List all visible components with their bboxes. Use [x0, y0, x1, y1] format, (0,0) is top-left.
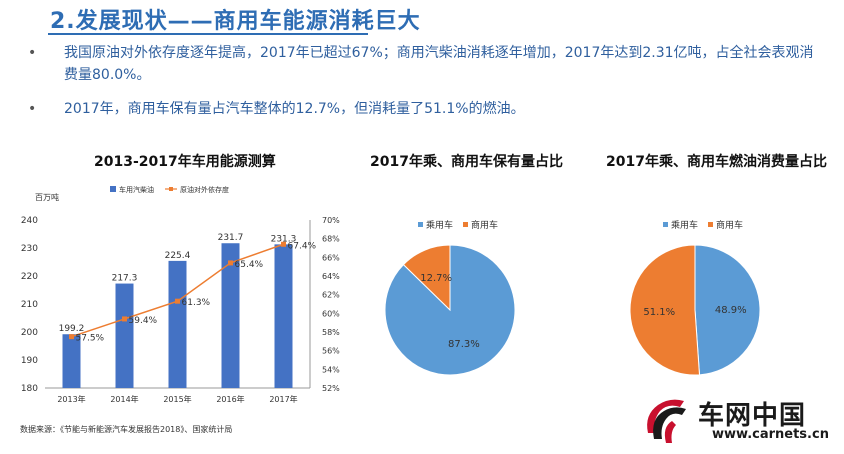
pie-chart-2-title: 2017年乘、商用车燃油消费量占比	[606, 154, 827, 170]
legend-swatch	[463, 222, 468, 227]
legend-label-bar: 车用汽柴油	[119, 185, 154, 194]
bar-value-label: 231.7	[218, 233, 244, 243]
line-value-label: 59.4%	[129, 316, 158, 326]
data-source-note: 数据来源：《节能与新能源汽车发展报告2018》、国家统计局	[20, 425, 233, 434]
bar	[168, 260, 187, 388]
bullet-text-1: 我国原油对外依存度逐年提高，2017年已超过67%；商用汽柴油消耗逐年增加，20…	[64, 45, 814, 83]
page-title: 2.发展现状——商用车能源消耗巨大	[50, 9, 421, 34]
y2-tick-label: 62%	[322, 291, 340, 300]
line-value-label: 57.5%	[76, 334, 105, 344]
legend-label: 乘用车	[671, 219, 698, 231]
line-point	[228, 260, 233, 266]
bullet-item-2: • 2017年，商用车保有量占汽车整体的12.7%，但消耗量了51.1%的燃油。	[28, 98, 828, 120]
line-value-label: 67.4%	[288, 241, 317, 251]
bullet-text-2: 2017年，商用车保有量占汽车整体的12.7%，但消耗量了51.1%的燃油。	[64, 101, 525, 117]
pie-value-label: 48.9%	[715, 305, 747, 316]
y2-tick-label: 58%	[322, 328, 340, 337]
y-axis-unit-label: 百万吨	[35, 192, 59, 202]
pie-slice	[694, 244, 761, 376]
y2-tick-label: 64%	[322, 272, 340, 281]
y2-tick-label: 70%	[322, 216, 340, 225]
legend-swatch	[418, 222, 423, 227]
y-tick-label: 230	[21, 244, 38, 254]
y-tick-label: 180	[21, 384, 38, 394]
legend-swatch-bar	[110, 186, 116, 192]
bar-value-label: 225.4	[165, 251, 191, 261]
pie-chart-fuel: 乘用车 商用车 48.9% 51.1%	[630, 219, 761, 376]
pie-value-label: 12.7%	[420, 273, 452, 284]
y2-tick-label: 60%	[322, 309, 340, 318]
pie-chart-ownership: 乘用车 商用车 87.3% 12.7%	[385, 219, 516, 376]
bar	[62, 334, 81, 388]
x-tick-label: 2016年	[216, 394, 244, 404]
bullet-dot: •	[28, 45, 37, 61]
bar-value-label: 231.3	[271, 234, 297, 244]
line-value-label: 61.3%	[182, 298, 211, 308]
pie-slice	[402, 244, 451, 312]
logo-text-cn: 车网中国	[698, 401, 807, 431]
title-underline	[48, 33, 368, 35]
y-tick-label: 210	[21, 300, 38, 310]
bar	[274, 244, 293, 388]
bar	[221, 243, 240, 388]
line-point	[281, 241, 286, 247]
line-point	[122, 316, 127, 322]
x-tick-label: 2013年	[57, 394, 85, 404]
y-tick-label: 240	[21, 216, 38, 226]
legend-swatch	[708, 222, 713, 227]
line-point	[175, 298, 180, 304]
y2-tick-label: 66%	[322, 253, 340, 262]
carnets-logo-icon	[647, 399, 686, 443]
legend-label-line: 原油对外依存度	[180, 185, 229, 194]
bar-line-chart: 百万吨 车用汽柴油 原油对外依存度 180 190 200 210 220 230 240 52% 5…	[21, 185, 340, 404]
y2-tick-label: 52%	[322, 384, 340, 393]
y2-tick-label: 54%	[322, 365, 340, 374]
bullet-dot: •	[28, 101, 37, 117]
y2-tick-label: 68%	[322, 235, 340, 244]
logo-text-en: www.carnets.cn	[712, 427, 829, 442]
pie-value-label: 87.3%	[448, 339, 480, 350]
legend-label: 乘用车	[426, 219, 453, 231]
x-tick-label: 2014年	[110, 394, 138, 404]
bullet-item-1: • 我国原油对外依存度逐年提高，2017年已超过67%；商用汽柴油消耗逐年增加，…	[28, 42, 828, 88]
line-point	[69, 334, 74, 340]
pie-chart-1-title: 2017年乘、商用车保有量占比	[370, 154, 563, 170]
bar	[115, 283, 134, 388]
y2-tick-label: 56%	[322, 347, 340, 356]
y-tick-label: 200	[21, 328, 38, 338]
x-tick-label: 2015年	[163, 394, 191, 404]
pie-slice	[630, 244, 701, 376]
legend-label: 商用车	[716, 219, 743, 231]
y-tick-label: 190	[21, 356, 38, 366]
legend-label: 商用车	[471, 219, 498, 231]
legend-marker-line	[169, 187, 173, 191]
x-tick-label: 2017年	[269, 394, 297, 404]
y-tick-label: 220	[21, 272, 38, 282]
bar-value-label: 199.2	[59, 324, 85, 334]
bar-chart-title: 2013-2017年车用能源测算	[94, 154, 276, 170]
bar-value-label: 217.3	[112, 274, 138, 284]
legend-swatch	[663, 222, 668, 227]
line-value-label: 65.4%	[235, 260, 264, 270]
pie-value-label: 51.1%	[643, 307, 675, 318]
carnets-logo[interactable]: 车网中国 www.carnets.cn	[640, 393, 840, 448]
